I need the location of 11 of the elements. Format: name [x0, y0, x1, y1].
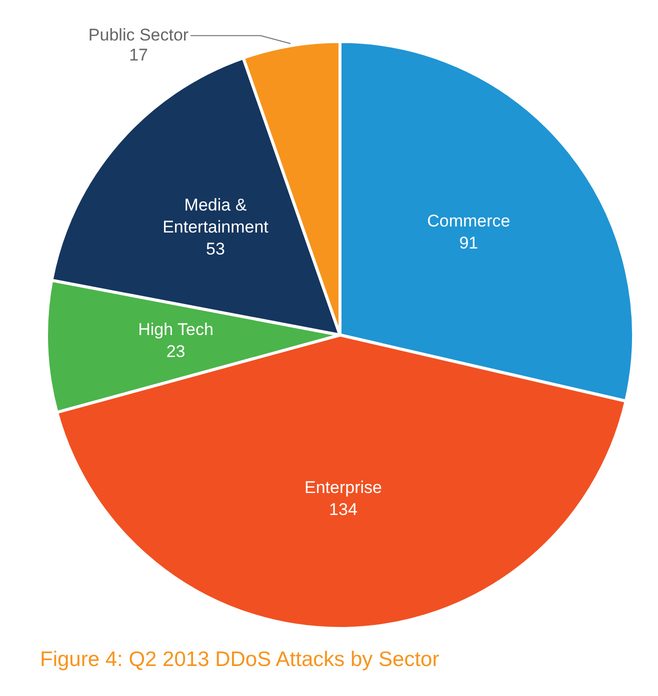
slice-label: Public Sector [88, 25, 189, 44]
text: Figure 4: Q2 2013 DDoS Attacks by Sector [40, 648, 440, 672]
slice-label: Commerce [427, 211, 510, 230]
data-label: 23 [166, 342, 186, 362]
slice-label: Media & Entertainment [162, 195, 269, 236]
data-label: 53 [206, 239, 225, 258]
data-label: 91 [459, 233, 478, 252]
slice-label: High Tech [138, 320, 214, 340]
slice-label: Enterprise [304, 478, 382, 498]
data-label: 134 [329, 500, 358, 520]
data-label: 17 [129, 45, 148, 64]
